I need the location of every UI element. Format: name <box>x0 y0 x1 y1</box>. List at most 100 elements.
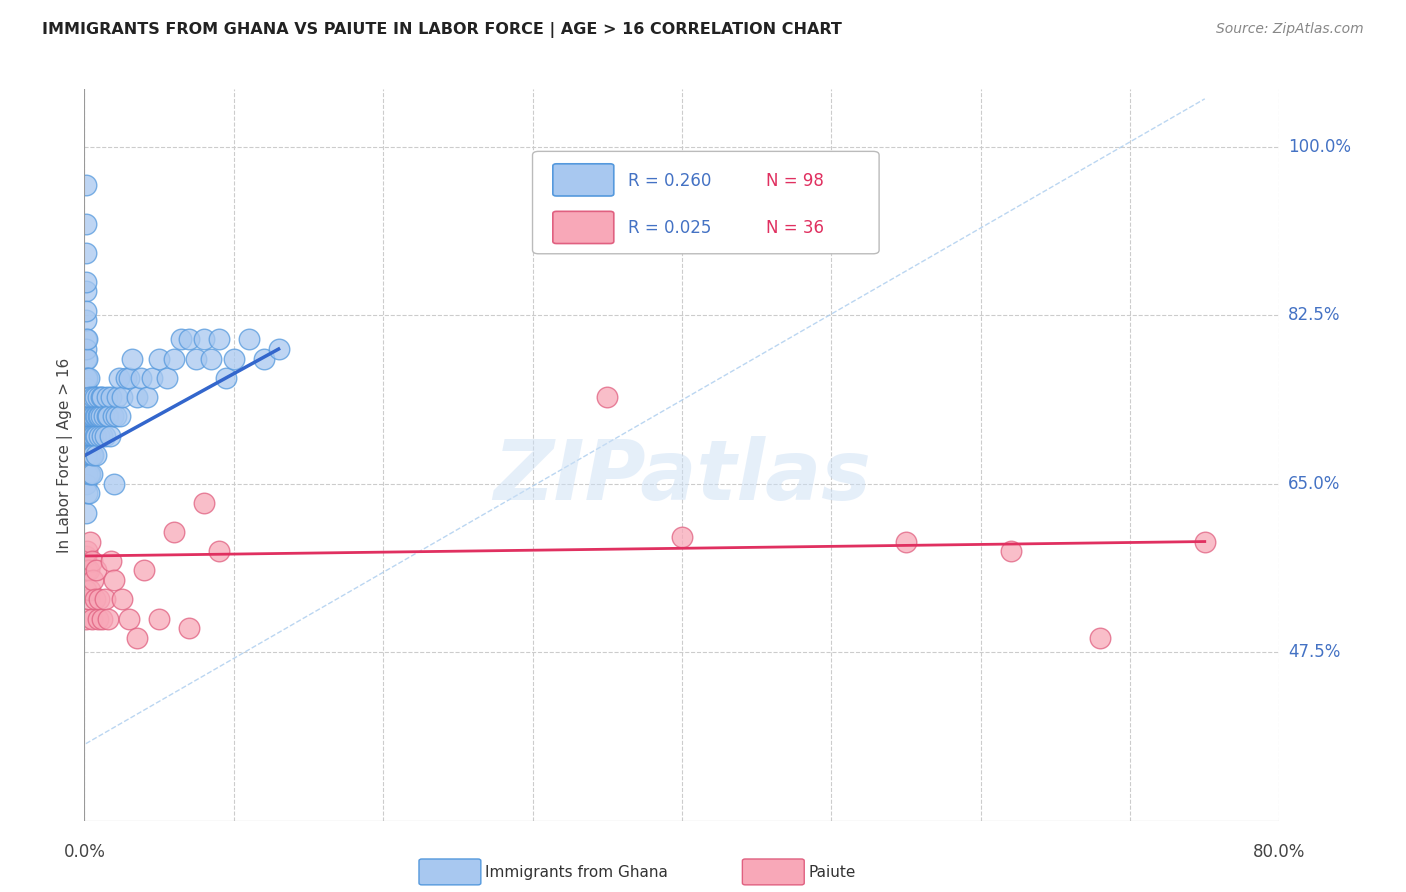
Point <box>79 467 101 482</box>
Point <box>76 563 98 577</box>
Point <box>103 573 125 587</box>
Text: R = 0.025: R = 0.025 <box>628 219 711 237</box>
Point <box>83 409 105 424</box>
Text: 65.0%: 65.0% <box>1288 475 1340 492</box>
Point <box>115 371 138 385</box>
Point <box>79 428 101 442</box>
Point <box>76 333 98 347</box>
Point <box>89 409 111 424</box>
Point <box>80 554 103 568</box>
Text: R = 0.260: R = 0.260 <box>628 171 711 190</box>
Point <box>76 351 98 366</box>
Point <box>75 351 97 366</box>
Point <box>75 217 97 231</box>
Text: Immigrants from Ghana: Immigrants from Ghana <box>485 865 668 880</box>
Point <box>83 428 105 442</box>
Point <box>77 563 100 577</box>
Point <box>94 428 117 442</box>
Point <box>170 333 193 347</box>
Point <box>75 582 97 597</box>
Point <box>253 351 276 366</box>
Point <box>238 333 260 347</box>
Point <box>79 582 101 597</box>
Point <box>98 428 121 442</box>
Point <box>82 409 104 424</box>
Point <box>75 275 97 289</box>
Point <box>87 611 110 625</box>
Point <box>80 448 103 462</box>
Point <box>177 621 200 635</box>
Point <box>77 448 100 462</box>
Point <box>148 351 170 366</box>
Text: Paiute: Paiute <box>808 865 856 880</box>
Point <box>107 371 129 385</box>
Point <box>87 390 110 404</box>
Text: 80.0%: 80.0% <box>1253 843 1306 861</box>
Point <box>76 409 98 424</box>
Point <box>177 333 200 347</box>
Point <box>75 428 97 442</box>
FancyBboxPatch shape <box>533 152 879 253</box>
Point <box>83 592 105 607</box>
Text: ZIPatlas: ZIPatlas <box>494 436 870 517</box>
Point <box>91 611 114 625</box>
Text: IMMIGRANTS FROM GHANA VS PAIUTE IN LABOR FORCE | AGE > 16 CORRELATION CHART: IMMIGRANTS FROM GHANA VS PAIUTE IN LABOR… <box>42 22 842 38</box>
Point <box>94 592 117 607</box>
Point <box>87 409 110 424</box>
Point <box>163 351 186 366</box>
Point <box>91 390 114 404</box>
Point <box>89 592 111 607</box>
Text: 0.0%: 0.0% <box>63 843 105 861</box>
Point <box>103 476 125 491</box>
Point <box>75 371 97 385</box>
Point <box>163 524 186 539</box>
Point <box>118 611 141 625</box>
Point <box>1088 631 1111 645</box>
Point <box>215 371 238 385</box>
Point <box>75 380 97 394</box>
Point <box>75 333 97 347</box>
Point <box>79 534 101 549</box>
Point <box>76 400 98 414</box>
Text: 82.5%: 82.5% <box>1288 306 1340 325</box>
Point <box>79 409 101 424</box>
Point <box>193 496 215 510</box>
Point <box>86 428 108 442</box>
Point <box>75 409 97 424</box>
Point <box>76 467 98 482</box>
Point <box>97 409 120 424</box>
Text: N = 98: N = 98 <box>765 171 824 190</box>
Point <box>193 333 215 347</box>
Point <box>82 448 104 462</box>
Point <box>111 592 134 607</box>
Point <box>86 409 108 424</box>
Point <box>82 390 104 404</box>
Point <box>75 342 97 356</box>
Point <box>77 467 100 482</box>
Point <box>104 409 127 424</box>
Point <box>93 409 115 424</box>
Point <box>75 313 97 327</box>
Point <box>90 409 112 424</box>
Point <box>75 245 97 260</box>
Point <box>671 530 693 544</box>
Point <box>105 390 128 404</box>
Point <box>76 486 98 500</box>
Y-axis label: In Labor Force | Age > 16: In Labor Force | Age > 16 <box>58 358 73 552</box>
Point <box>76 448 98 462</box>
Point <box>75 178 97 193</box>
Point <box>100 390 122 404</box>
Point <box>96 409 118 424</box>
Point <box>208 333 231 347</box>
Point <box>77 486 100 500</box>
Point <box>1000 544 1022 558</box>
Point <box>77 371 100 385</box>
Point <box>86 563 108 577</box>
Point <box>75 506 97 520</box>
Point <box>141 371 163 385</box>
Point <box>86 448 108 462</box>
Point <box>76 371 98 385</box>
Point <box>125 631 148 645</box>
Point <box>91 428 114 442</box>
Point <box>90 390 112 404</box>
